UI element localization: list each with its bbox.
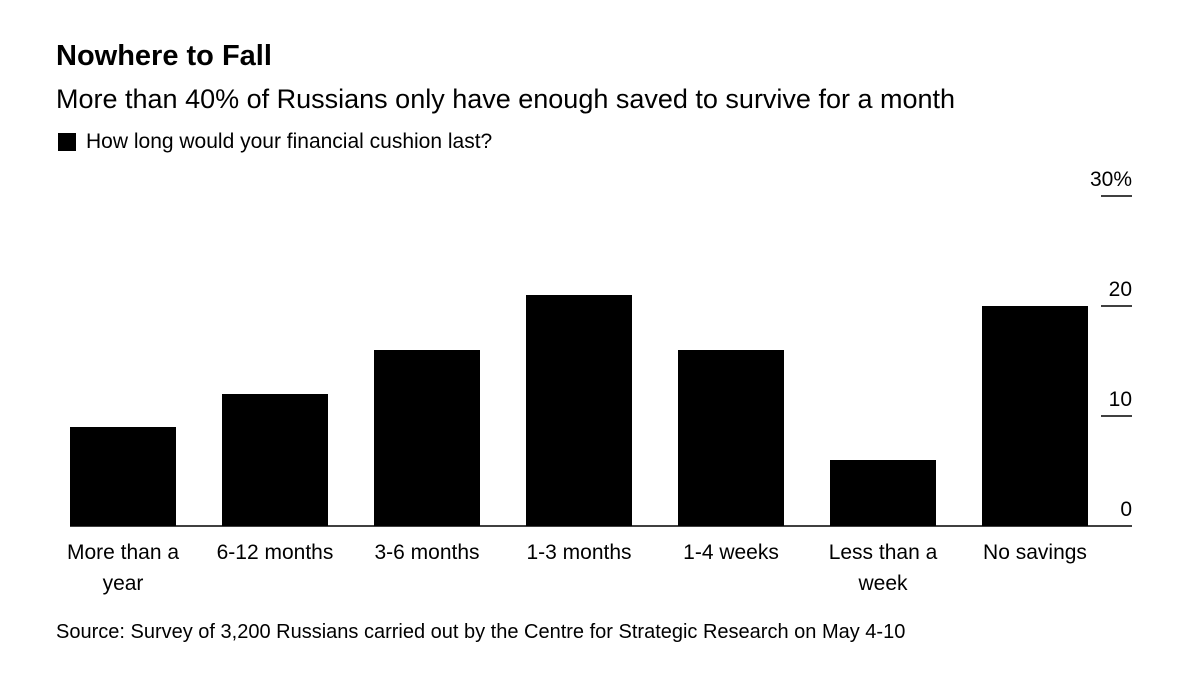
bar — [222, 394, 328, 526]
x-category-label: year — [103, 572, 144, 595]
x-category-label: 1-3 months — [526, 541, 631, 564]
x-category-label: No savings — [983, 541, 1087, 564]
bar — [526, 295, 632, 526]
y-tick-label: 0 — [1120, 498, 1132, 521]
bar — [70, 427, 176, 526]
x-category-label: Less than a — [829, 541, 938, 564]
legend: How long would your financial cushion la… — [58, 130, 492, 154]
y-tick-label: 30% — [1090, 168, 1132, 191]
bar — [678, 350, 784, 526]
y-tick-label: 20 — [1109, 278, 1132, 301]
legend-swatch — [58, 133, 76, 151]
chart-subtitle: More than 40% of Russians only have enou… — [56, 84, 956, 114]
x-category-label: More than a — [67, 541, 179, 564]
source-note: Source: Survey of 3,200 Russians carried… — [56, 621, 906, 643]
bar — [830, 460, 936, 526]
bar — [982, 306, 1088, 526]
legend-label: How long would your financial cushion la… — [86, 130, 493, 153]
bar — [374, 350, 480, 526]
x-category-label: 1-4 weeks — [683, 541, 779, 564]
y-tick-label: 10 — [1109, 388, 1132, 411]
x-category-label: week — [857, 572, 908, 595]
x-category-label: 6-12 months — [217, 541, 334, 564]
x-category-label: 3-6 months — [374, 541, 479, 564]
chart-title: Nowhere to Fall — [56, 40, 272, 72]
